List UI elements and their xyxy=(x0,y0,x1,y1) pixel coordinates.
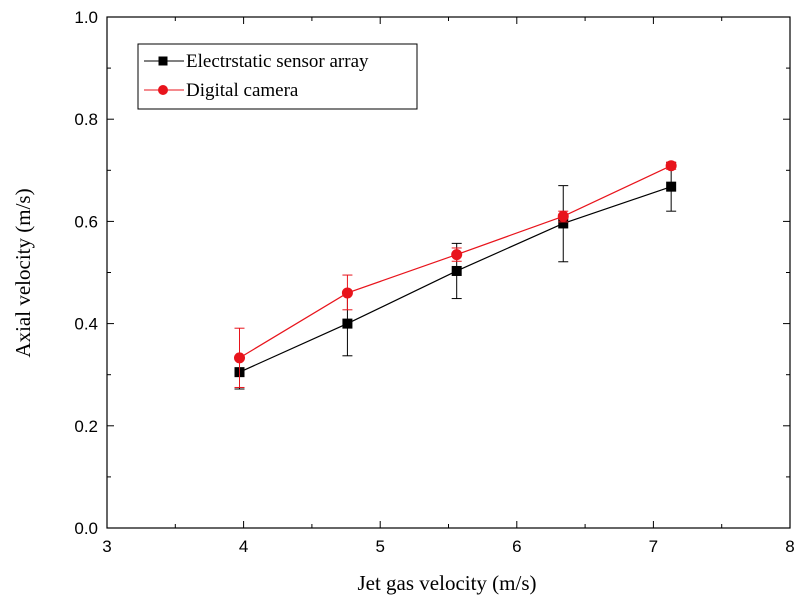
series-camera xyxy=(234,160,677,388)
data-point-circle xyxy=(557,210,569,222)
y-tick-label: 0.4 xyxy=(74,315,98,334)
x-tick-label: 7 xyxy=(649,537,658,556)
series-line xyxy=(239,165,672,359)
y-tick-label: 1.0 xyxy=(74,8,98,27)
legend-item-camera: Digital camera xyxy=(144,80,299,101)
data-point-circle xyxy=(665,160,677,172)
x-tick-label: 3 xyxy=(102,537,111,556)
x-tick-label: 6 xyxy=(512,537,521,556)
data-point-circle xyxy=(234,352,246,364)
y-tick-label: 0.8 xyxy=(74,110,98,129)
series-layer xyxy=(234,160,677,390)
legend-box xyxy=(137,43,418,110)
data-point-square xyxy=(342,318,353,329)
data-point-square xyxy=(451,265,462,276)
data-point-square xyxy=(666,181,677,192)
y-tick-label: 0.6 xyxy=(74,212,98,231)
series-line xyxy=(239,186,672,373)
legend-label-camera: Digital camera xyxy=(186,80,299,101)
x-axis-title: Jet gas velocity (m/s) xyxy=(357,571,536,595)
data-point-square xyxy=(558,218,569,229)
y-tick-label: 0.0 xyxy=(74,519,98,538)
data-point-circle xyxy=(341,287,353,299)
x-tick-label: 8 xyxy=(785,537,794,556)
y-axis-title: Axial velocity (m/s) xyxy=(11,188,35,357)
x-tick-label: 4 xyxy=(239,537,248,556)
series-electrostatic xyxy=(234,162,677,390)
axis-ticks: 3 4 5 6 7 8 0.0 0.2 0.4 0.6 0.8 1.0 xyxy=(74,8,794,556)
legend-marker-circle xyxy=(158,85,168,95)
data-point-circle xyxy=(451,249,463,261)
y-tick-label: 0.2 xyxy=(74,417,98,436)
x-tick-label: 5 xyxy=(375,537,384,556)
legend-item-electrostatic: Electrstatic sensor array xyxy=(144,51,369,72)
legend-label-electrostatic: Electrstatic sensor array xyxy=(186,51,369,72)
legend-marker-square xyxy=(158,56,168,66)
legend: Electrstatic sensor array Digital camera xyxy=(137,43,418,110)
